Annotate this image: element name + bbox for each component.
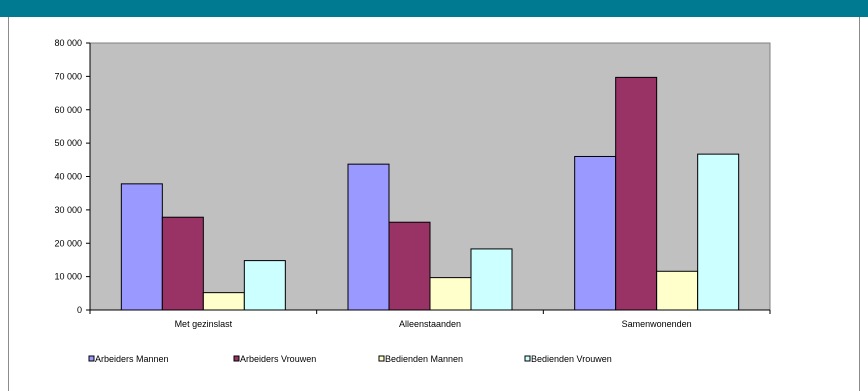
x-tick-label: Alleenstaanden [399,319,461,329]
legend-swatch [233,355,240,362]
legend-label: Bedienden Vrouwen [531,354,612,364]
bar [202,292,245,311]
legend-label: Bedienden Mannen [385,354,463,364]
bar [388,221,431,311]
bar [574,155,617,311]
legend-swatch [524,355,531,362]
y-tick-label: 10 000 [54,272,82,282]
bar [120,183,163,311]
y-tick-label: 50 000 [54,138,82,148]
bar [615,76,658,311]
bar [161,216,204,311]
y-tick-label: 60 000 [54,105,82,115]
bar [347,163,390,311]
legend-swatch [378,355,385,362]
y-tick-label: 70 000 [54,71,82,81]
bar [429,277,472,311]
y-tick-label: 20 000 [54,238,82,248]
bar [656,270,699,311]
x-tick-label: Samenwonenden [622,319,692,329]
y-tick-label: 40 000 [54,172,82,182]
bar [470,248,513,311]
bar [243,260,286,311]
legend-label: Arbeiders Vrouwen [240,354,316,364]
header-bar [0,0,868,17]
x-tick-label: Met gezinslast [175,319,233,329]
legend-label: Arbeiders Mannen [95,354,169,364]
y-tick-label: 30 000 [54,205,82,215]
bar [697,153,740,311]
legend-swatch [88,355,95,362]
y-tick-label: 0 [77,305,82,315]
y-tick-label: 80 000 [54,38,82,48]
